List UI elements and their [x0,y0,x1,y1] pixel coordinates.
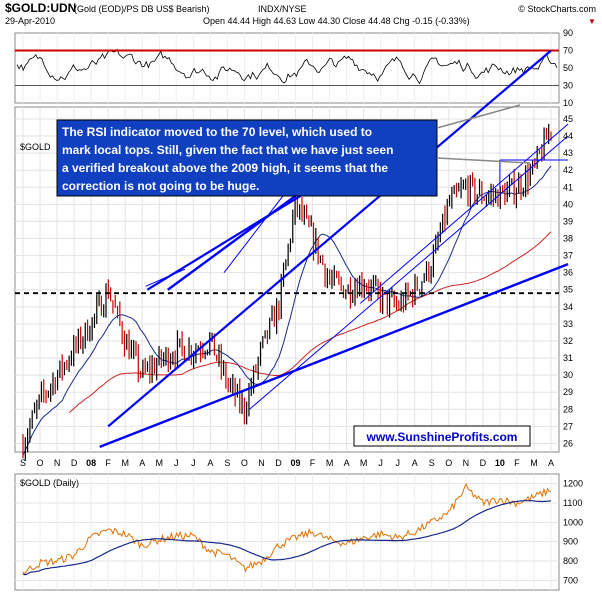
annotation-line-4: correction is not going to be huge. [62,179,259,193]
rsi-ytick-label: 30 [563,81,573,91]
month-tick-label: S [224,458,230,468]
gold-ytick-label: 1100 [563,498,582,508]
gold-ytick-label: 1200 [563,479,583,489]
gold-panel-label: $GOLD (Daily) [20,478,79,488]
trendline [99,263,569,448]
ohlc-values: Open 44.44 High 44.63 Low 44.30 Close 44… [203,16,470,26]
main-ytick-label: 27 [563,421,573,431]
main-ytick-label: 36 [563,268,573,278]
month-tick-label: S [429,458,435,468]
month-tick-label: O [37,458,44,468]
month-tick-label: O [241,458,248,468]
month-tick-label: A [207,458,213,468]
annotation-pointer-rsi [436,104,521,129]
main-ytick-label: 40 [563,199,573,209]
source-credit: © StockCharts.com [518,4,596,14]
annotation-line-3: a verified breakout above the 2009 high,… [62,161,388,175]
price-bars [22,123,552,461]
month-tick-label: D [71,458,78,468]
trendline [145,268,186,287]
month-tick-label: A [344,458,350,468]
month-tick-label: 08 [86,458,96,468]
main-ytick-label: 44 [563,131,573,141]
main-panel-label: $GOLD [20,142,51,152]
rsi-line [16,48,558,85]
gold-ytick-label: 1000 [563,517,583,527]
trendline [167,194,297,291]
main-ytick-label: 42 [563,165,573,175]
month-tick-label: S [20,458,26,468]
month-tick-label: A [139,458,145,468]
month-tick-label: M [156,458,164,468]
rsi-ytick-label: 70 [563,46,573,56]
month-tick-label: F [514,458,520,468]
annotation-pointer-price [436,157,531,164]
main-ytick-label: 30 [563,370,573,380]
main-ytick-label: 41 [563,182,573,192]
main-ytick-label: 31 [563,353,573,363]
month-tick-label: 10 [495,458,505,468]
exchange-label: INDX/NYSE [258,4,307,14]
annotation-line-1: The RSI indicator moved to the 70 level,… [62,125,372,139]
month-tick-label: 09 [291,458,301,468]
month-tick-label: N [463,458,470,468]
rsi-ytick-label: 10 [563,98,573,108]
trendline [107,49,552,428]
chart-date: 29-Apr-2010 [5,16,55,26]
annotation-box: The RSI indicator moved to the 70 level,… [56,119,438,197]
month-tick-label: N [258,458,265,468]
gold-ytick-label: 800 [563,556,578,566]
gold-ytick-label: 900 [563,537,578,547]
month-tick-label: D [275,458,282,468]
main-ytick-label: 35 [563,285,573,295]
month-tick-label: D [480,458,487,468]
main-ytick-label: 45 [563,114,573,124]
trendlines [99,49,569,448]
month-tick-label: O [445,458,452,468]
month-tick-label: F [310,458,316,468]
main-ytick-label: 26 [563,438,573,448]
rsi-ytick-label: 90 [563,28,573,38]
gold-ytick-label: 700 [563,575,578,585]
rsi-ytick-label: 50 [563,63,573,73]
month-tick-label: J [395,458,400,468]
main-ytick-label: 39 [563,216,573,226]
trendline [249,135,569,410]
trendline [359,123,569,304]
main-ytick-label: 43 [563,148,573,158]
rsi-panel: 10 30 50 70 90 [14,28,573,108]
gold-price-line [22,482,552,575]
main-ytick-label: 32 [563,336,573,346]
month-tick-label: J [191,458,196,468]
trendline [223,190,288,273]
month-axis: S O N D 08 F M A M J J A S O N D 09 F M A M J J A S O N D 10 F M A [20,458,554,468]
month-tick-label: M [121,458,129,468]
gold-moving-average [22,499,552,576]
watermark: www.SunshineProfits.com [366,430,518,444]
month-tick-label: M [530,458,538,468]
main-ytick-label: 34 [563,302,573,312]
symbol-description: (Gold (EOD)/PS DB US$ Bearish) [74,4,210,14]
main-ytick-label: 33 [563,319,573,329]
month-tick-label: A [548,458,554,468]
month-tick-label: F [105,458,111,468]
month-tick-label: M [360,458,368,468]
main-ytick-label: 38 [563,234,573,244]
chg-down-icon: ▼ [588,17,596,26]
month-tick-label: A [412,458,418,468]
symbol-title: $GOLD:UDN [5,1,76,15]
month-tick-label: N [54,458,61,468]
main-ytick-label: 29 [563,387,573,397]
month-tick-label: J [378,458,383,468]
annotation-line-2: mark local tops. Still, given the fact t… [62,143,393,157]
month-tick-label: M [326,458,334,468]
main-ytick-label: 28 [563,404,573,414]
gold-daily-panel: $GOLD (Daily) 700 800 900 1000 1100 1200 [14,473,583,591]
month-tick-label: J [174,458,179,468]
moving-average-short [22,165,552,456]
main-panel: $GOLD 26 27 28 29 30 31 32 33 34 35 36 37 38 39 40 41 42… [14,49,573,461]
main-ytick-label: 37 [563,251,573,261]
